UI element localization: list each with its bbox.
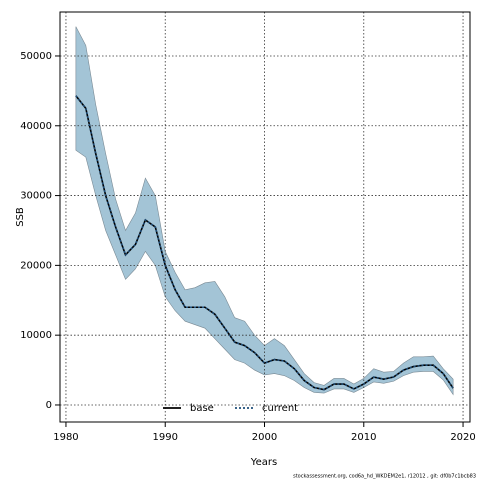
legend-label: current: [262, 403, 298, 414]
y-tick-label: 30000: [20, 191, 52, 202]
y-tick-label: 40000: [20, 121, 52, 132]
y-axis-label: SSB: [15, 207, 26, 227]
y-tick-label: 10000: [20, 330, 52, 341]
x-tick-label: 2020: [450, 432, 475, 443]
x-tick-label: 1980: [53, 432, 78, 443]
x-tick-label: 2000: [252, 432, 277, 443]
plot-frame: [59, 11, 471, 423]
x-tick-label: 1990: [153, 432, 178, 443]
legend-label: base: [190, 403, 214, 414]
footer: stockassessment.org, cod6a_hd_WKDEM2e1, …: [293, 474, 476, 480]
confidence-band: [75, 26, 454, 396]
x-tick-label: 2010: [351, 432, 376, 443]
y-tick-label: 50000: [20, 51, 52, 62]
y-tick-label: 20000: [20, 260, 52, 271]
y-tick-label: 0: [46, 400, 52, 411]
x-axis-label: Years: [250, 457, 277, 468]
series-line: [75, 95, 454, 391]
